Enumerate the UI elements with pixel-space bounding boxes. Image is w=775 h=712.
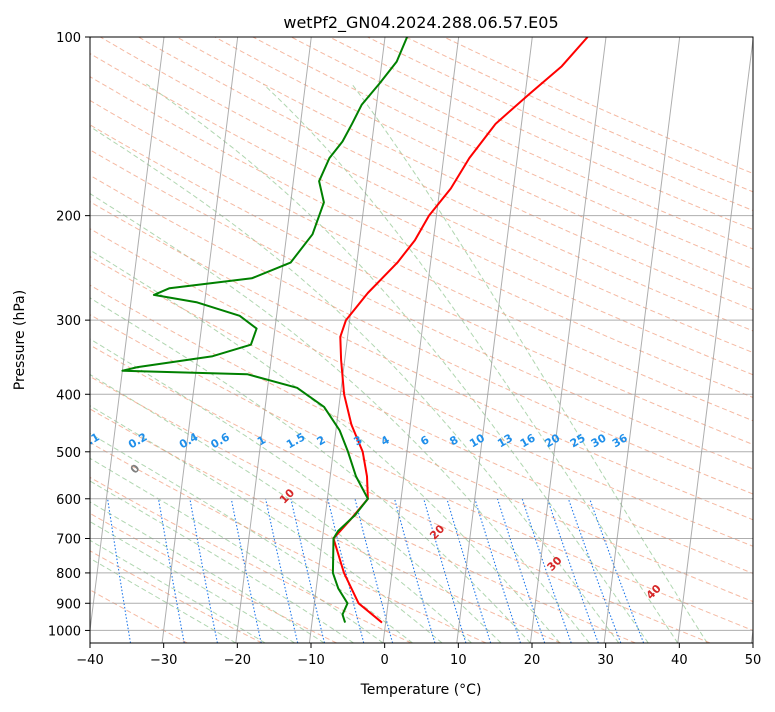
y-tick-label: 1000 (48, 624, 81, 639)
x-tick-label: 50 (745, 653, 762, 668)
x-tick-label: 20 (524, 653, 541, 668)
x-tick-label: −20 (224, 653, 251, 668)
y-tick-label: 600 (56, 493, 81, 508)
y-tick-label: 900 (56, 597, 81, 612)
y-tick-label: 500 (56, 446, 81, 461)
x-tick-label: 30 (597, 653, 614, 668)
x-tick-label: −10 (297, 653, 324, 668)
y-tick-label: 700 (56, 533, 81, 548)
x-tick-label: 10 (450, 653, 467, 668)
x-tick-label: −30 (150, 653, 177, 668)
x-tick-label: 40 (671, 653, 688, 668)
y-tick-label: 200 (56, 210, 81, 225)
y-tick-label: 800 (56, 567, 81, 582)
y-tick-label: 300 (56, 314, 81, 329)
x-tick-label: −40 (76, 653, 103, 668)
x-axis-label: Temperature (°C) (360, 682, 482, 698)
y-tick-label: 400 (56, 388, 81, 403)
y-tick-label: 100 (56, 31, 81, 46)
y-axis-label: Pressure (hPa) (12, 290, 28, 390)
chart-title: wetPf2_GN04.2024.288.06.57.E05 (283, 13, 558, 33)
x-tick-label: 0 (381, 653, 389, 668)
